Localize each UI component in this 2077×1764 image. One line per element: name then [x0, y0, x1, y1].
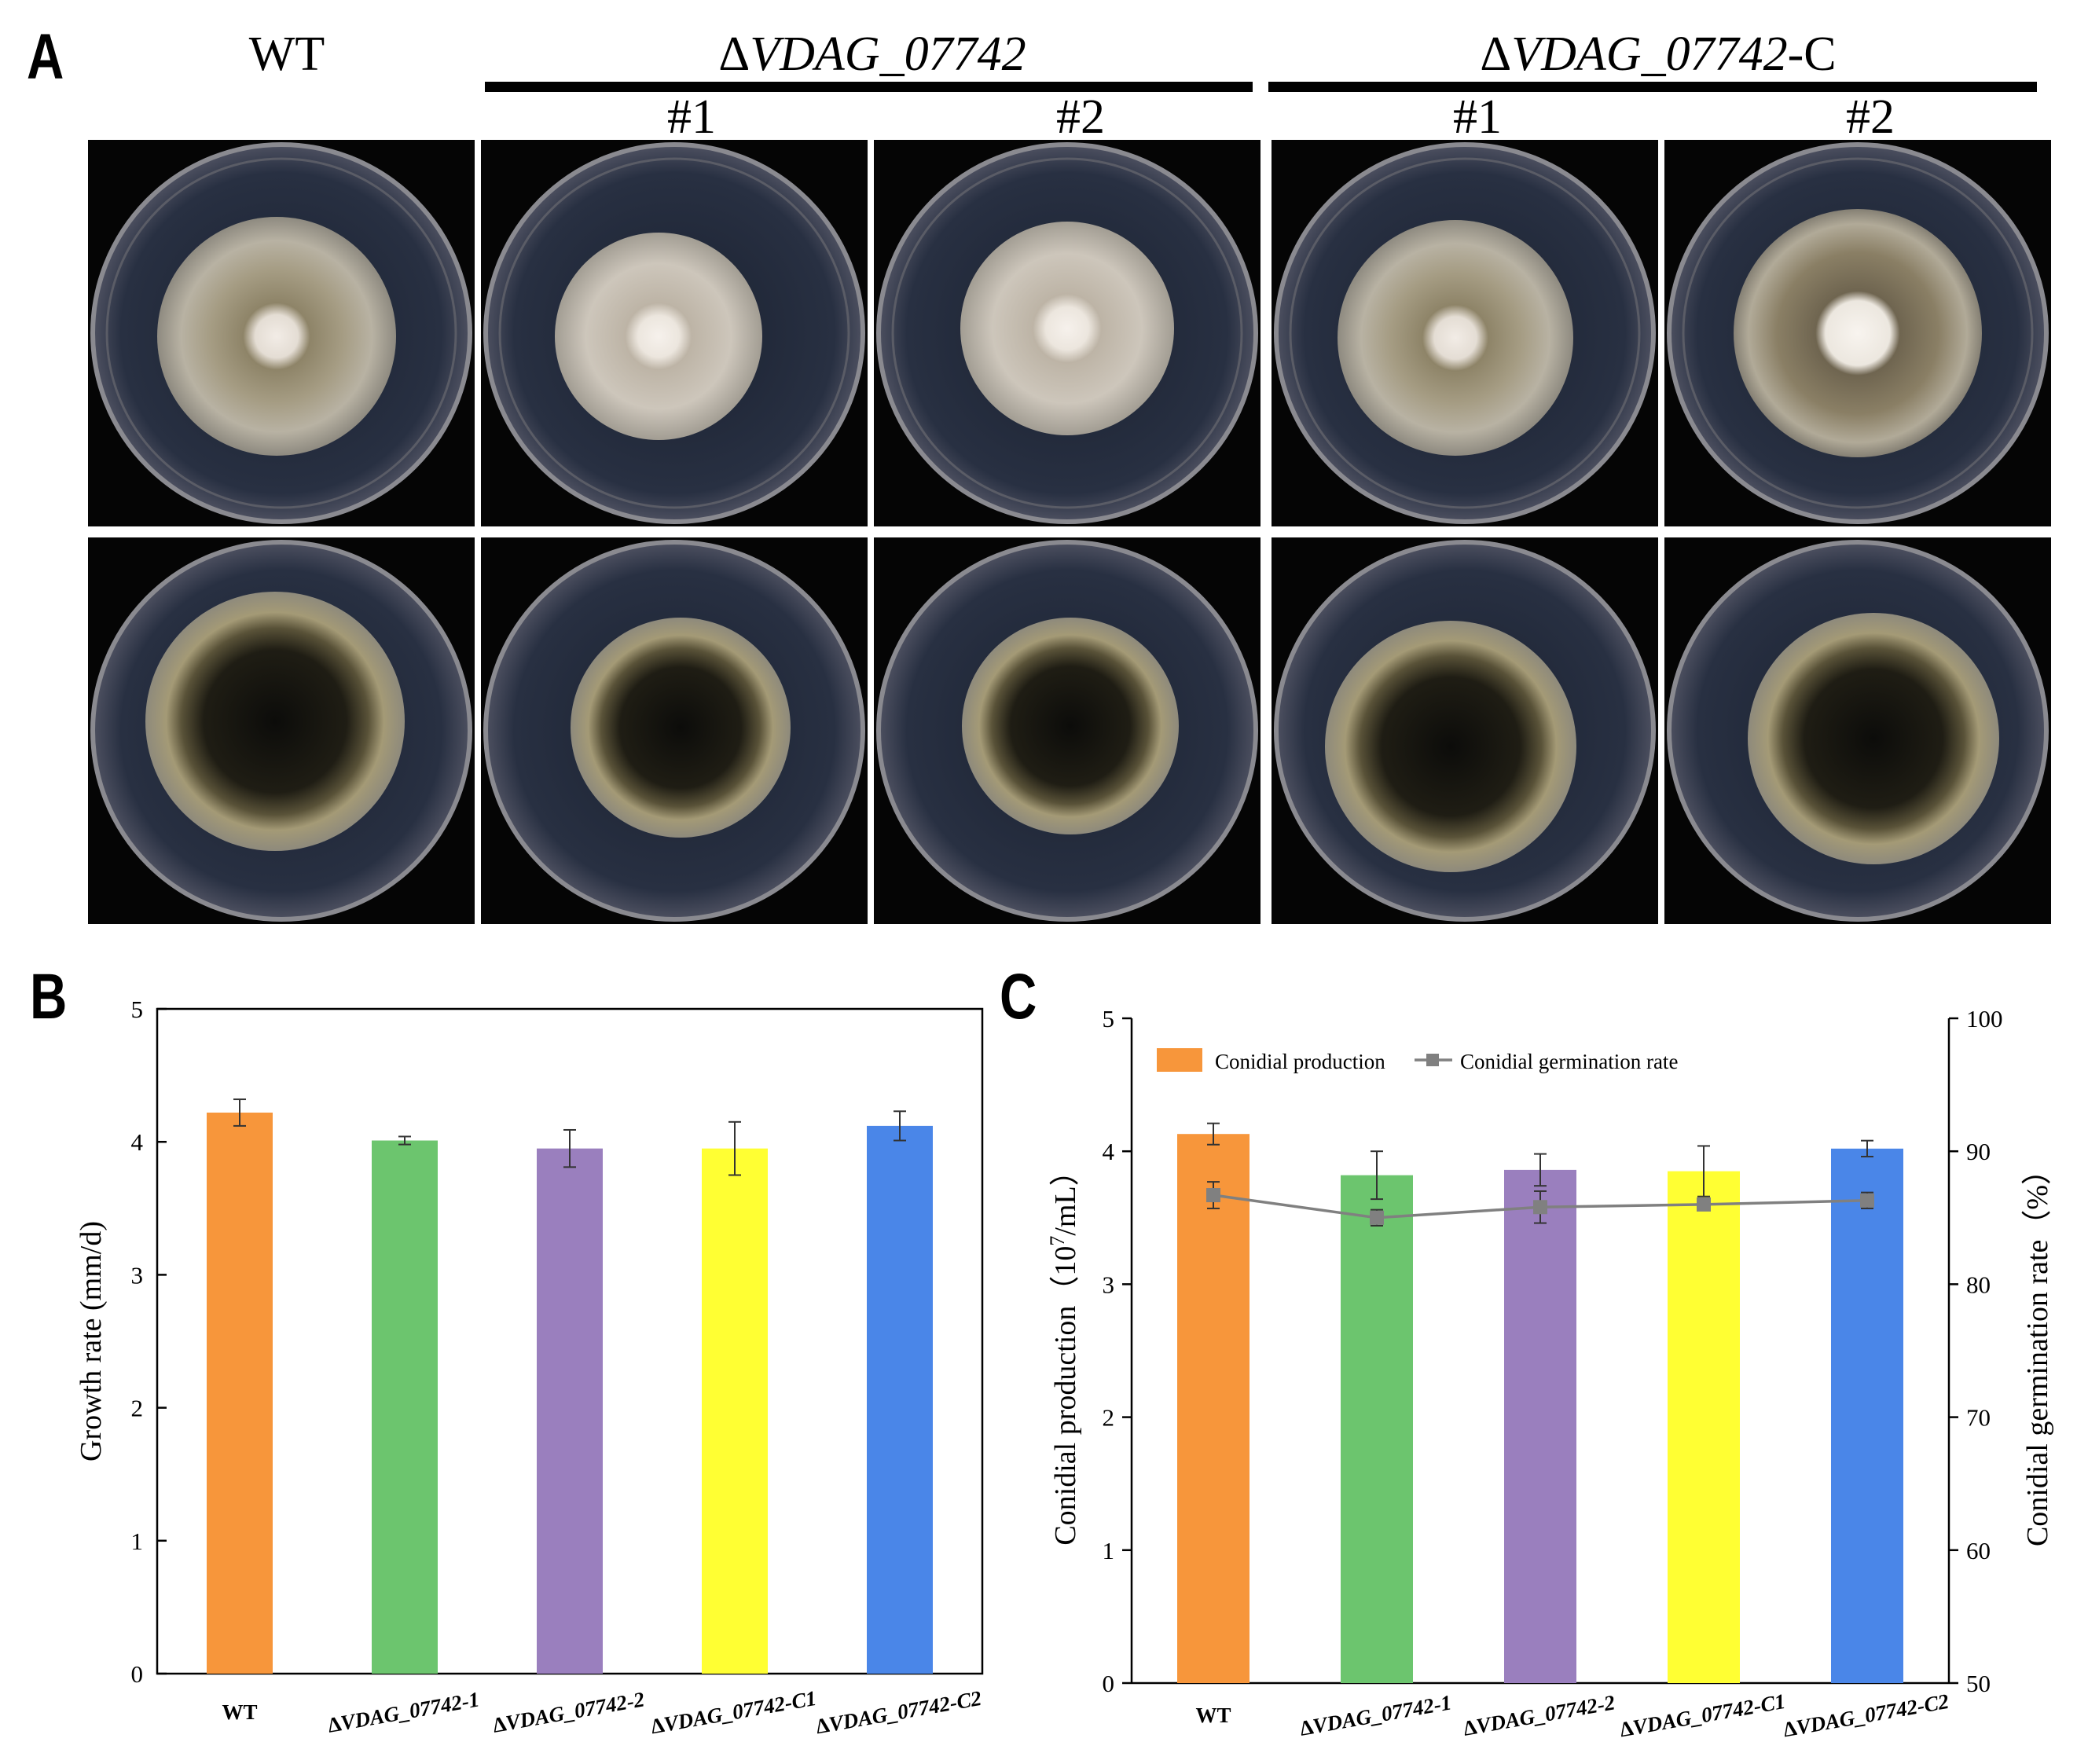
knockout-delta: Δ: [718, 28, 750, 81]
knockout-sub-2: #2: [1056, 90, 1105, 144]
plate-top-ko2: [874, 140, 1261, 526]
chart-b-bar: [867, 1125, 933, 1674]
chart-c-right-tick-label: 50: [1966, 1670, 1991, 1697]
plate-photo-grid: [88, 140, 2051, 924]
chart-b-y-tick-label: 3: [131, 1261, 144, 1289]
chart-b-y-tick-label: 1: [131, 1527, 144, 1555]
knockout-gene: VDAG_07742: [750, 28, 1026, 81]
chart-c-right-tick-label: 60: [1966, 1537, 1991, 1564]
plate-top-ko1: [481, 140, 868, 526]
plate-top-c2: [1664, 140, 2051, 526]
chart-c-line-point: [1206, 1188, 1220, 1203]
plate-bottom-wt: [88, 537, 475, 924]
chart-c-x-tick-label: WT: [1195, 1703, 1231, 1727]
column-header-complement: ΔVDAG_07742-C: [1480, 30, 1836, 79]
chart-c-bar: [1668, 1171, 1740, 1683]
panel-b-label: B: [30, 961, 68, 1032]
chart-c-x-tick-label: ΔVDAG_07742-C2: [1782, 1689, 1950, 1742]
chart-b-x-tick-label: WT: [222, 1700, 257, 1724]
plate-top-c1: [1272, 140, 1658, 526]
chart-c-right-tick-label: 100: [1966, 1005, 2003, 1032]
chart-c-right-tick-label: 90: [1966, 1138, 1991, 1165]
plate-bottom-c2: [1664, 537, 2051, 924]
complement-delta: Δ: [1480, 28, 1512, 81]
chart-b-bar: [537, 1148, 603, 1674]
complement-sub-1: #1: [1453, 90, 1502, 144]
column-header-knockout: ΔVDAG_07742: [718, 30, 1026, 79]
chart-c-left-axis-title: Conidial production（107/mL）: [1046, 1156, 1082, 1545]
chart-c-x-tick-label: ΔVDAG_07742-2: [1462, 1690, 1617, 1740]
complement-suffix: -C: [1787, 28, 1837, 81]
chart-c-line-point: [1697, 1197, 1711, 1212]
plate-bottom-ko1: [481, 537, 868, 924]
knockout-group-bar: [485, 82, 1253, 92]
chart-c-left-tick-label: 0: [1103, 1670, 1115, 1697]
panel-a-label: A: [27, 21, 64, 93]
chart-c-bar: [1341, 1175, 1413, 1683]
chart-c-bar: [1504, 1169, 1576, 1683]
chart-b-y-tick-label: 5: [131, 996, 144, 1023]
chart-b-y-tick-label: 2: [131, 1395, 144, 1422]
panel-c-label: C: [1000, 961, 1037, 1032]
chart-c-line-point: [1533, 1200, 1547, 1215]
chart-c-left-tick-label: 4: [1103, 1138, 1115, 1165]
chart-c-left-tick-label: 5: [1103, 1005, 1115, 1032]
chart-c-left-tick-label: 3: [1103, 1271, 1115, 1298]
chart-c-x-tick-label: ΔVDAG_07742-C1: [1618, 1689, 1787, 1742]
chart-c-right-tick-label: 70: [1966, 1404, 1991, 1432]
chart-c-right-tick-label: 80: [1966, 1271, 1991, 1298]
complement-sub-2: #2: [1846, 90, 1895, 144]
chart-b-y-axis-title: Growth rate (mm/d): [75, 1221, 108, 1461]
complement-gene: VDAG_07742: [1511, 28, 1788, 81]
chart-c-legend-label-bar: Conidial production: [1215, 1050, 1385, 1073]
plate-top-wt: [88, 140, 475, 526]
complement-group-bar: [1268, 82, 2037, 92]
chart-c-line-point: [1370, 1210, 1384, 1225]
chart-c-left-tick-label: 1: [1103, 1537, 1115, 1564]
chart-c-bar: [1177, 1134, 1250, 1683]
chart-c-line-point: [1860, 1193, 1874, 1208]
knockout-sub-1: #1: [667, 90, 716, 144]
plate-bottom-ko2: [874, 537, 1261, 924]
chart-b-y-tick-label: 0: [131, 1660, 144, 1688]
chart-c-left-tick-label: 2: [1103, 1404, 1115, 1432]
chart-b-bar: [372, 1140, 438, 1674]
plate-bottom-c1: [1272, 537, 1658, 924]
chart-c-bar: [1831, 1148, 1903, 1683]
chart-b-bar: [207, 1112, 273, 1674]
chart-c-legend-label-line: Conidial germination rate: [1460, 1050, 1678, 1073]
chart-c-legend-marker: [1426, 1054, 1439, 1066]
column-header-wt: WT: [248, 28, 325, 81]
chart-c-x-tick-label: ΔVDAG_07742-1: [1298, 1690, 1454, 1740]
chart-c-legend-swatch-bar: [1157, 1048, 1202, 1072]
chart-b-bar: [702, 1148, 768, 1674]
chart-b-y-tick-label: 4: [131, 1128, 144, 1156]
chart-c-right-axis-title: Conidial germination rate（%）: [2021, 1155, 2054, 1546]
